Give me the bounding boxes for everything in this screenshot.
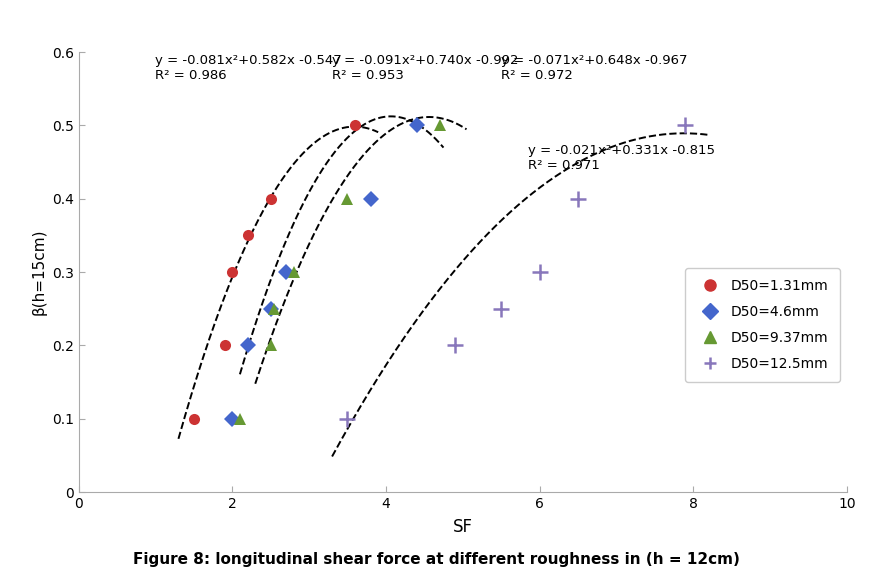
D50=4.6mm — [243, 342, 253, 349]
D50=4.6mm — [365, 195, 375, 202]
Text: y = -0.081x²+0.582x -0.547
R² = 0.986: y = -0.081x²+0.582x -0.547 R² = 0.986 — [155, 54, 342, 82]
D50=12.5mm — [680, 122, 691, 129]
D50=1.31mm — [265, 195, 276, 202]
Text: Figure 8: longitudinal shear force at different roughness in (h = 12cm): Figure 8: longitudinal shear force at di… — [133, 552, 740, 567]
Text: y = -0.021x²+0.331x -0.815
R² = 0.971: y = -0.021x²+0.331x -0.815 R² = 0.971 — [528, 144, 715, 172]
D50=9.37mm — [288, 269, 299, 276]
D50=9.37mm — [265, 342, 276, 349]
D50=1.31mm — [350, 122, 361, 129]
D50=9.37mm — [342, 195, 353, 202]
D50=12.5mm — [496, 305, 506, 312]
Text: y = -0.071x²+0.648x -0.967
R² = 0.972: y = -0.071x²+0.648x -0.967 R² = 0.972 — [501, 54, 688, 82]
D50=1.31mm — [219, 342, 230, 349]
Y-axis label: β(h=15cm): β(h=15cm) — [31, 229, 46, 316]
D50=4.6mm — [227, 415, 237, 422]
D50=9.37mm — [269, 305, 279, 312]
Legend: D50=1.31mm, D50=4.6mm, D50=9.37mm, D50=12.5mm: D50=1.31mm, D50=4.6mm, D50=9.37mm, D50=1… — [685, 268, 840, 382]
X-axis label: SF: SF — [453, 518, 472, 536]
D50=1.31mm — [189, 415, 199, 422]
D50=9.37mm — [235, 415, 245, 422]
D50=1.31mm — [227, 269, 237, 276]
D50=12.5mm — [342, 415, 353, 422]
D50=12.5mm — [573, 195, 583, 202]
Line: D50=9.37mm: D50=9.37mm — [234, 119, 446, 425]
Line: D50=4.6mm: D50=4.6mm — [227, 120, 423, 424]
D50=12.5mm — [450, 342, 460, 349]
Line: D50=1.31mm: D50=1.31mm — [189, 120, 361, 424]
D50=12.5mm — [534, 269, 545, 276]
Text: y = -0.091x²+0.740x -0.992
R² = 0.953: y = -0.091x²+0.740x -0.992 R² = 0.953 — [332, 54, 519, 82]
Line: D50=12.5mm: D50=12.5mm — [340, 118, 693, 427]
D50=4.6mm — [411, 122, 422, 129]
D50=9.37mm — [435, 122, 445, 129]
D50=4.6mm — [281, 269, 292, 276]
D50=4.6mm — [265, 305, 276, 312]
D50=1.31mm — [243, 232, 253, 239]
